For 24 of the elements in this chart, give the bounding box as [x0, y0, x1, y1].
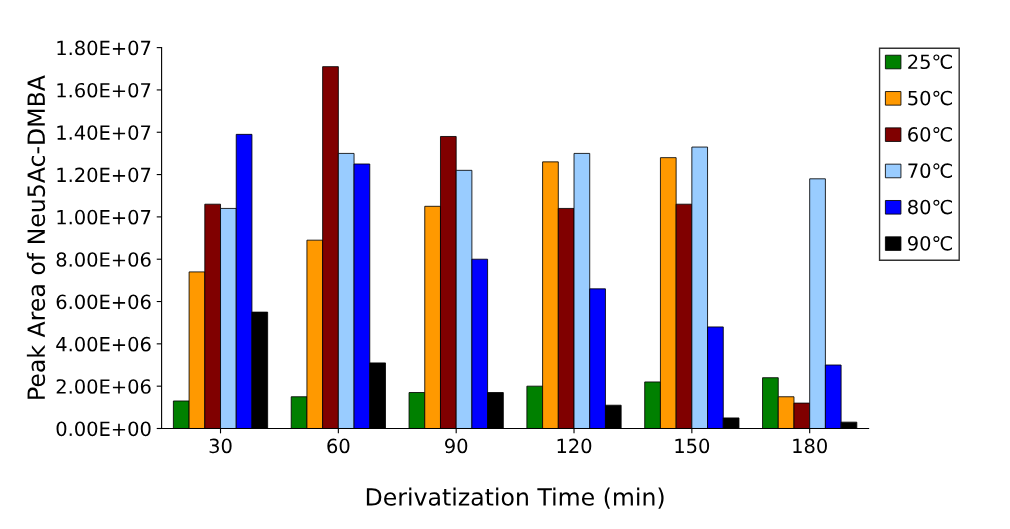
y-tick-label: 1.60E+07 — [57, 82, 151, 98]
x-tick-label: 150 — [675, 438, 710, 454]
y-tick-label: 2.00E+06 — [56, 379, 151, 394]
x-tick-label: 60 — [327, 438, 350, 454]
x-tick-label: 90 — [445, 438, 468, 454]
y-tick-label: 8.00E+06 — [56, 252, 151, 267]
y-tick-label: 0.00E+00 — [56, 421, 151, 437]
legend-label: 60℃ — [908, 127, 952, 142]
legend-label: 25℃ — [908, 54, 952, 70]
y-axis-title: Peak Area of Neu5Ac-DMBA — [26, 75, 46, 399]
y-tick-label: 1.80E+07 — [57, 40, 151, 56]
legend-label: 50℃ — [908, 90, 952, 106]
x-tick-label: 30 — [209, 438, 232, 454]
y-tick-label: 1.00E+07 — [57, 209, 151, 225]
legend-label: 70℃ — [908, 163, 952, 179]
y-tick-label: 6.00E+06 — [56, 294, 151, 310]
x-tick-label: 120 — [557, 438, 592, 454]
y-tick-label: 1.40E+07 — [57, 125, 151, 140]
y-tick-label: 4.00E+06 — [56, 336, 151, 352]
x-tick-label: 180 — [793, 438, 827, 454]
x-axis-title: Derivatization Time (min) — [366, 487, 664, 509]
legend-label: 80℃ — [908, 199, 952, 215]
y-tick-label: 1.20E+07 — [57, 167, 151, 183]
legend-label: 90℃ — [908, 235, 952, 251]
